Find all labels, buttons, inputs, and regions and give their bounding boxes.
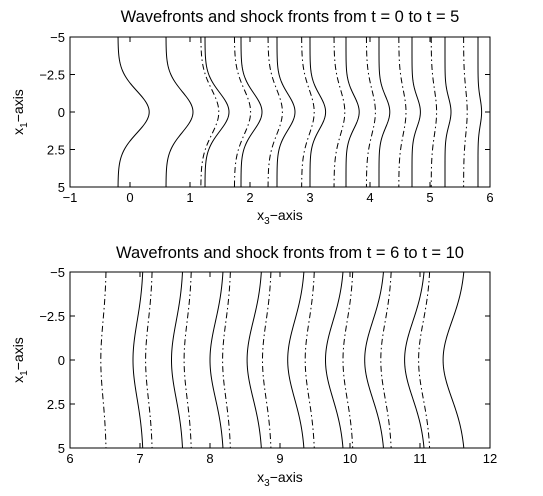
shock-front-curve-1-8 — [418, 271, 431, 449]
x-tick-label: 9 — [276, 451, 283, 466]
shock-front-curve-0-2 — [267, 36, 283, 188]
x-tick-label: 1 — [186, 190, 193, 205]
wavefront-curve-0-3 — [240, 37, 263, 187]
x-tick-label: −1 — [63, 190, 78, 205]
bottom-chart-panel: Wavefronts and shock fronts from t = 6 t… — [0, 244, 543, 496]
shock-front-curve-1-5 — [304, 271, 315, 449]
shock-front-curve-0-0 — [200, 36, 220, 188]
plot-frame-0 — [69, 36, 491, 188]
wavefront-curve-0-8 — [411, 37, 421, 187]
x-tick-label: 12 — [483, 451, 497, 466]
x-tick-label: 11 — [413, 451, 427, 466]
shock-front-curve-0-7 — [430, 36, 438, 188]
shock-front-curve-1-3 — [222, 271, 231, 449]
bottom-chart-title: Wavefronts and shock fronts from t = 6 t… — [116, 244, 464, 262]
y-tick-label: 0 — [58, 353, 65, 368]
wavefront-curve-0-9 — [444, 37, 452, 187]
top-chart-svg: −1 0 1 2 3 4 5 6 −5 −2.5 0 2.5 5 x3−axis x1−axis — [10, 30, 494, 227]
x-tick-label: 3 — [306, 190, 313, 205]
y-tick-label: 2.5 — [47, 397, 65, 412]
shock-front-curve-0-1 — [233, 36, 252, 188]
shock-front-curve-1-0 — [100, 271, 107, 449]
y-tick-label: −2.5 — [39, 309, 65, 324]
y-tick-label: 0 — [58, 105, 65, 120]
shock-front-curve-0-3 — [301, 36, 315, 188]
wavefront-curve-0-6 — [345, 37, 360, 187]
shock-front-curve-0-5 — [365, 36, 376, 188]
x-tick-label: 0 — [126, 190, 133, 205]
y-tick-label: −5 — [50, 265, 65, 280]
y-tick-label: 2.5 — [47, 143, 65, 158]
wavefront-curve-1-6 — [364, 271, 384, 449]
y-tick-label: 5 — [58, 441, 65, 456]
shock-front-curve-1-7 — [380, 271, 392, 449]
shock-front-curve-1-2 — [183, 271, 192, 449]
wavefront-curve-0-10 — [477, 37, 483, 187]
wavefront-curve-0-2 — [204, 36, 230, 188]
wavefront-curve-1-1 — [170, 271, 183, 449]
x-tick-label: 5 — [426, 190, 433, 205]
x-tick-label: 2 — [246, 190, 253, 205]
shock-front-curve-1-1 — [145, 271, 153, 449]
top-chart-title: Wavefronts and shock fronts from t = 0 t… — [120, 8, 460, 26]
x-tick-label: 4 — [366, 190, 373, 205]
wavefront-curve-1-0 — [132, 271, 144, 449]
wavefront-curve-1-3 — [246, 271, 262, 449]
wavefront-curve-0-0 — [117, 36, 150, 188]
y-axis-label: x1−axis — [10, 337, 30, 383]
wavefront-curve-1-4 — [287, 271, 305, 449]
wavefront-curve-1-2 — [209, 271, 224, 449]
x-tick-label: 10 — [343, 451, 357, 466]
wavefront-curve-1-8 — [442, 271, 465, 449]
x-tick-label: 6 — [486, 190, 493, 205]
top-chart-panel: Wavefronts and shock fronts from t = 0 t… — [10, 8, 494, 227]
bottom-chart-svg: 6 7 8 9 10 11 12 −5 −2.5 0 2.5 5 x3−axis x1−axis — [10, 265, 497, 489]
shock-front-curve-0-8 — [463, 36, 468, 188]
shock-front-curve-1-6 — [342, 271, 354, 449]
wavefront-curve-0-1 — [165, 36, 194, 188]
y-tick-label: −2.5 — [39, 68, 65, 83]
y-tick-label: 5 — [58, 180, 65, 195]
shock-front-curve-1-4 — [261, 271, 272, 449]
wavefront-curve-0-5 — [309, 37, 327, 187]
shock-front-curve-0-6 — [398, 36, 407, 188]
wavefront-curve-0-4 — [276, 37, 296, 187]
x-axis-label: x3−axis — [257, 207, 303, 227]
wavefront-curve-0-7 — [378, 37, 391, 187]
x-tick-label: 8 — [206, 451, 213, 466]
x-tick-label: 6 — [66, 451, 73, 466]
x-axis-label: x3−axis — [257, 469, 303, 489]
x-tick-label: 7 — [136, 451, 143, 466]
wavefront-curve-1-5 — [324, 271, 344, 449]
y-axis-label: x1−axis — [10, 89, 30, 135]
wavefront-curve-1-7 — [404, 271, 425, 449]
shock-front-curve-0-4 — [333, 36, 346, 188]
y-tick-label: −5 — [50, 30, 65, 45]
